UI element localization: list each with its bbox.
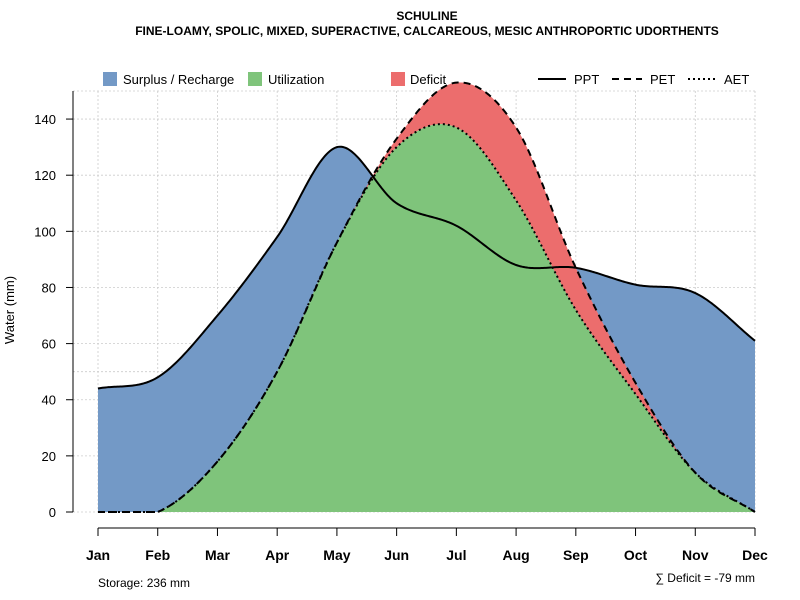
- x-tick-label-mar: Mar: [205, 547, 230, 563]
- y-tick-label-20: 20: [42, 449, 56, 464]
- x-tick-label-jul: Jul: [446, 547, 466, 563]
- x-tick-label-jan: Jan: [86, 547, 110, 563]
- axes: 0 20 40 60 80 100 120 140 Jan Feb Mar Apr May Jun Jul A…: [34, 91, 768, 563]
- legend: Surplus / Recharge Utilization Deficit P…: [103, 72, 749, 87]
- chart-subtitle: FINE-LOAMY, SPOLIC, MIXED, SUPERACTIVE, …: [135, 24, 719, 38]
- legend-swatch-surplus: [103, 72, 117, 86]
- x-tick-label-nov: Nov: [682, 547, 709, 563]
- x-tick-label-may: May: [323, 547, 350, 563]
- y-tick-label-60: 60: [42, 337, 56, 352]
- areas: [98, 82, 755, 513]
- y-tick-label-80: 80: [42, 280, 56, 295]
- series-lines: [97, 81, 756, 513]
- legend-label-pet: PET: [650, 72, 675, 87]
- storage-note: Storage: 236 mm: [98, 576, 190, 590]
- x-tick-label-jun: Jun: [384, 547, 409, 563]
- legend-label-aet: AET: [724, 72, 749, 87]
- legend-label-ppt: PPT: [574, 72, 599, 87]
- x-tick-label-oct: Oct: [624, 547, 648, 563]
- legend-label-surplus: Surplus / Recharge: [123, 72, 234, 87]
- y-tick-label-140: 140: [34, 112, 56, 127]
- series-line-pet: [98, 81, 756, 513]
- legend-label-deficit: Deficit: [410, 72, 447, 87]
- chart-title: SCHULINE: [396, 9, 457, 23]
- x-tick-label-dec: Dec: [742, 547, 768, 563]
- y-tick-label-0: 0: [49, 505, 56, 520]
- x-tick-label-sep: Sep: [563, 547, 589, 563]
- legend-swatch-deficit: [391, 72, 405, 86]
- y-tick-label-120: 120: [34, 168, 56, 183]
- legend-label-utilization: Utilization: [268, 72, 324, 87]
- x-tick-label-feb: Feb: [145, 547, 170, 563]
- legend-swatch-utilization: [248, 72, 262, 86]
- series-line-ppt: [97, 145, 756, 390]
- y-axis-title: Water (mm): [2, 276, 17, 344]
- utilization-area: [98, 124, 755, 513]
- deficit-note: ∑ Deficit = -79 mm: [655, 571, 755, 585]
- x-tick-label-aug: Aug: [502, 547, 529, 563]
- y-tick-label-100: 100: [34, 224, 56, 239]
- x-tick-label-apr: Apr: [265, 547, 290, 563]
- y-tick-label-40: 40: [42, 393, 56, 408]
